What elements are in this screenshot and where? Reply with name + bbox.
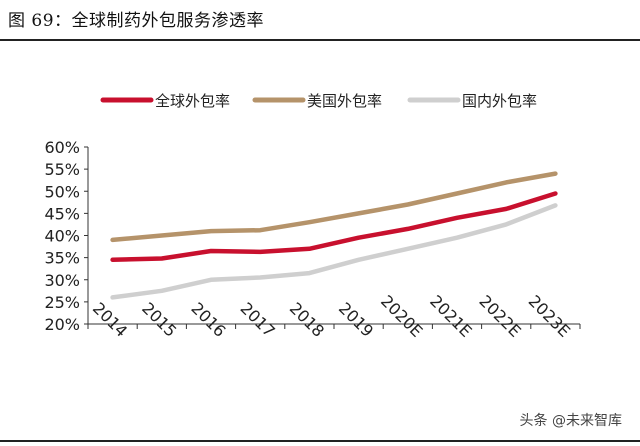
y-tick-label: 55% <box>44 160 80 179</box>
legend-label: 国内外包率 <box>462 92 537 110</box>
y-tick-label: 30% <box>44 271 80 290</box>
series-layer <box>110 171 558 300</box>
y-tick-label: 25% <box>44 293 80 312</box>
x-tick-label: 2023E <box>525 291 574 340</box>
y-tick-label: 40% <box>44 227 80 246</box>
x-tick-label: 2014 <box>89 299 131 341</box>
series-line <box>110 171 558 243</box>
title-divider <box>0 39 640 41</box>
y-tick-label: 20% <box>44 315 80 334</box>
x-tick-label: 2016 <box>187 299 229 341</box>
x-tick-label: 2019 <box>335 299 377 341</box>
watermark: 头条 @未来智库 <box>519 413 622 429</box>
series-line <box>110 203 558 300</box>
figure-title: 图 69：全球制药外包服务渗透率 <box>8 11 265 31</box>
series-line <box>110 191 558 263</box>
legend-label: 美国外包率 <box>307 92 382 110</box>
y-tick-label: 35% <box>44 249 80 268</box>
legend-label: 全球外包率 <box>155 92 230 110</box>
bottom-divider <box>0 440 640 442</box>
y-tick-label: 60% <box>44 138 80 157</box>
x-tick-label: 2020E <box>377 291 426 340</box>
x-tick-label: 2021E <box>426 291 475 340</box>
y-tick-label: 50% <box>44 182 80 201</box>
x-tick-label: 2022E <box>475 291 524 340</box>
x-tick-label: 2015 <box>138 299 180 341</box>
x-tick-label: 2018 <box>286 299 328 341</box>
chart-legend: 全球外包率 美国外包率 国内外包率 <box>100 92 537 110</box>
y-tick-label: 45% <box>44 204 80 223</box>
x-tick-label: 2017 <box>237 299 279 341</box>
